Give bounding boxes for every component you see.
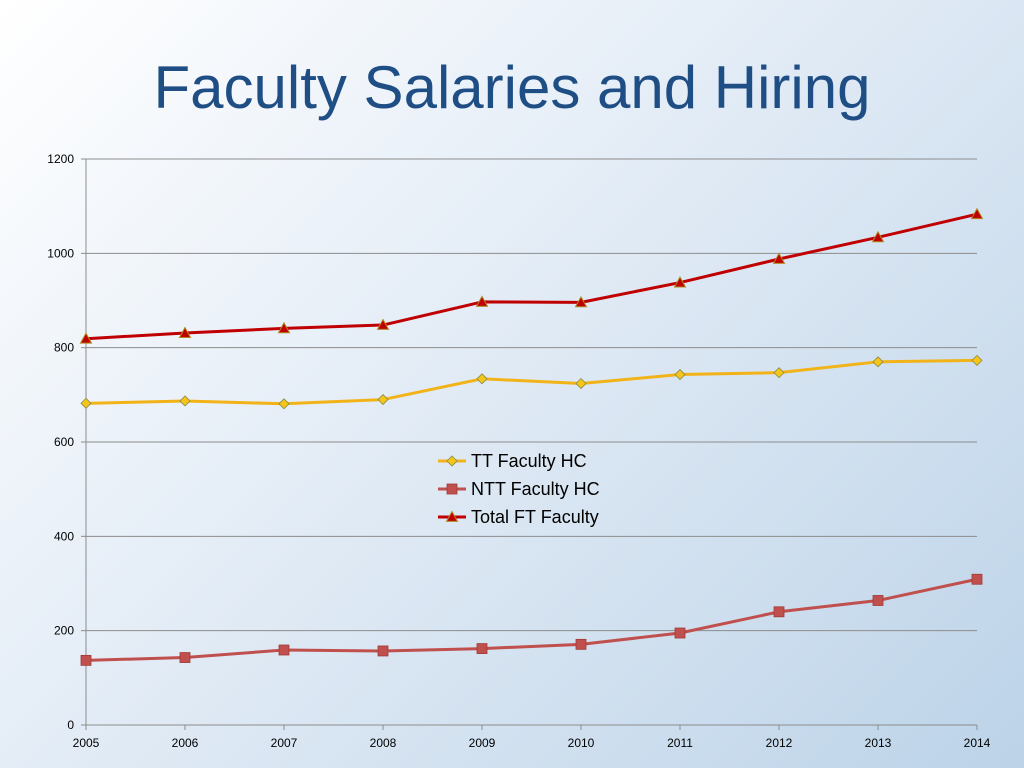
- y-tick-label: 600: [54, 435, 74, 449]
- data-point-square: [674, 627, 686, 639]
- data-point-diamond: [80, 397, 92, 409]
- data-point-square: [278, 644, 290, 656]
- legend-item: Total FT Faculty: [438, 507, 599, 527]
- data-point-triangle: [970, 207, 984, 220]
- data-point-square: [476, 643, 488, 654]
- legend: TT Faculty HC NTT Faculty HC Total FT Facu…: [438, 451, 600, 527]
- y-tick-label: 1200: [47, 152, 74, 166]
- legend-item: NTT Faculty HC: [438, 479, 600, 499]
- y-axis-ticks: 0 200 400 600 800 1000 1200: [47, 152, 86, 732]
- gridlines: [86, 158, 977, 632]
- x-tick-label: 2011: [667, 736, 693, 750]
- data-point-diamond: [575, 377, 587, 390]
- series-line: [85, 358, 978, 406]
- series-line: [85, 212, 978, 341]
- y-tick-label: 800: [54, 341, 74, 355]
- data-point-square: [179, 652, 191, 663]
- data-point-triangle: [871, 230, 885, 243]
- x-tick-label: 2006: [172, 736, 199, 750]
- y-tick-label: 400: [54, 529, 74, 543]
- data-point-triangle: [178, 326, 192, 338]
- data-point-diamond: [278, 398, 290, 410]
- legend-label: NTT Faculty HC: [471, 479, 600, 499]
- data-point-diamond: [872, 356, 884, 368]
- data-point-triangle: [79, 332, 93, 344]
- data-point-diamond: [377, 393, 389, 406]
- data-point-diamond: [446, 455, 458, 467]
- x-axis-ticks: 2005 2006 2007 2008 2009 2010 2011 2012 2013 2014: [73, 725, 991, 750]
- series-group: [79, 207, 984, 666]
- data-point-diamond: [674, 368, 686, 381]
- data-point-diamond: [476, 373, 488, 385]
- x-tick-label: 2008: [370, 736, 397, 750]
- data-point-diamond: [773, 367, 785, 379]
- data-point-diamond: [179, 395, 191, 407]
- series-ntt-faculty-hc: [80, 573, 983, 666]
- data-point-square: [446, 483, 458, 495]
- data-point-triangle: [475, 295, 489, 307]
- x-tick-label: 2010: [568, 736, 595, 750]
- series-line: [85, 577, 978, 662]
- legend-label: TT Faculty HC: [471, 451, 587, 471]
- legend-label: Total FT Faculty: [471, 507, 599, 527]
- data-point-triangle: [772, 252, 786, 264]
- data-point-square: [575, 638, 587, 650]
- data-point-square: [80, 654, 92, 666]
- y-tick-label: 1000: [47, 246, 74, 260]
- slide-title: Faculty Salaries and Hiring: [153, 54, 871, 121]
- x-tick-label: 2013: [865, 736, 892, 750]
- series-tt-faculty-hc: [80, 354, 983, 410]
- data-point-diamond: [971, 354, 983, 366]
- x-tick-label: 2012: [766, 736, 793, 750]
- x-tick-label: 2005: [73, 736, 100, 750]
- data-point-triangle: [445, 510, 459, 522]
- data-point-square: [377, 645, 389, 657]
- data-point-square: [971, 573, 983, 585]
- data-point-square: [872, 595, 884, 606]
- y-tick-label: 200: [54, 624, 74, 638]
- data-point-triangle: [673, 276, 687, 288]
- legend-item: TT Faculty HC: [438, 451, 587, 471]
- data-point-triangle: [376, 318, 390, 330]
- data-point-triangle: [574, 295, 588, 308]
- x-tick-label: 2014: [964, 736, 991, 750]
- y-tick-label: 0: [67, 718, 74, 732]
- series-total-ft-faculty: [79, 207, 984, 344]
- x-tick-label: 2009: [469, 736, 496, 750]
- data-point-triangle: [277, 321, 291, 334]
- data-point-square: [773, 606, 785, 618]
- x-tick-label: 2007: [271, 736, 298, 750]
